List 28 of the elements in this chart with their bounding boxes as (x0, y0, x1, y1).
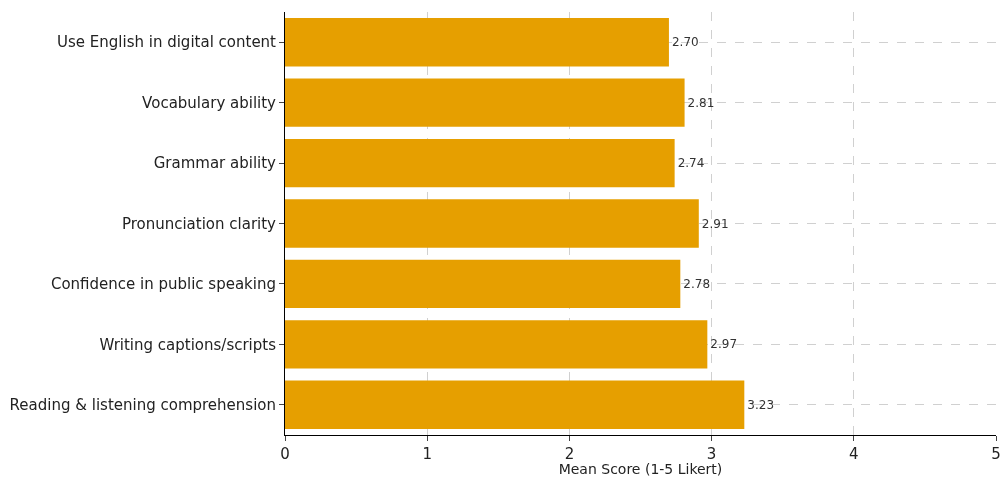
y-tick-label: Pronunciation clarity (121, 214, 277, 233)
y-tick-label: Use English in digital content (57, 33, 277, 52)
bar (285, 320, 708, 369)
data-label: 3.23 (747, 397, 775, 412)
x-tick-label: 4 (849, 445, 859, 463)
data-label: 2.97 (710, 337, 738, 352)
bar (285, 380, 745, 429)
bar (285, 199, 699, 248)
x-axis-title: Mean Score (1-5 Likert) (558, 461, 723, 477)
x-tick-label: 2 (564, 445, 575, 463)
x-tick-label: 5 (991, 445, 1001, 463)
data-label: 2.74 (677, 156, 705, 171)
bar (285, 259, 681, 309)
y-tick-label: Confidence in public speaking (50, 275, 276, 294)
data-label: 2.70 (671, 35, 699, 50)
x-tick-label: 3 (706, 445, 717, 463)
data-label: 2.81 (687, 95, 715, 110)
data-label: 2.78 (683, 276, 711, 291)
bar (285, 138, 675, 188)
y-tick-label: Reading & listening comprehension (9, 396, 276, 415)
y-tick-label: Writing captions/scripts (99, 335, 277, 354)
x-tick-label: 0 (280, 445, 290, 463)
y-tick-label: Grammar ability (153, 154, 277, 173)
data-label: 2.91 (701, 216, 729, 231)
y-tick-label: Vocabulary ability (142, 93, 277, 112)
x-tick-label: 1 (422, 445, 432, 463)
bar (285, 18, 669, 67)
bar (285, 78, 685, 127)
